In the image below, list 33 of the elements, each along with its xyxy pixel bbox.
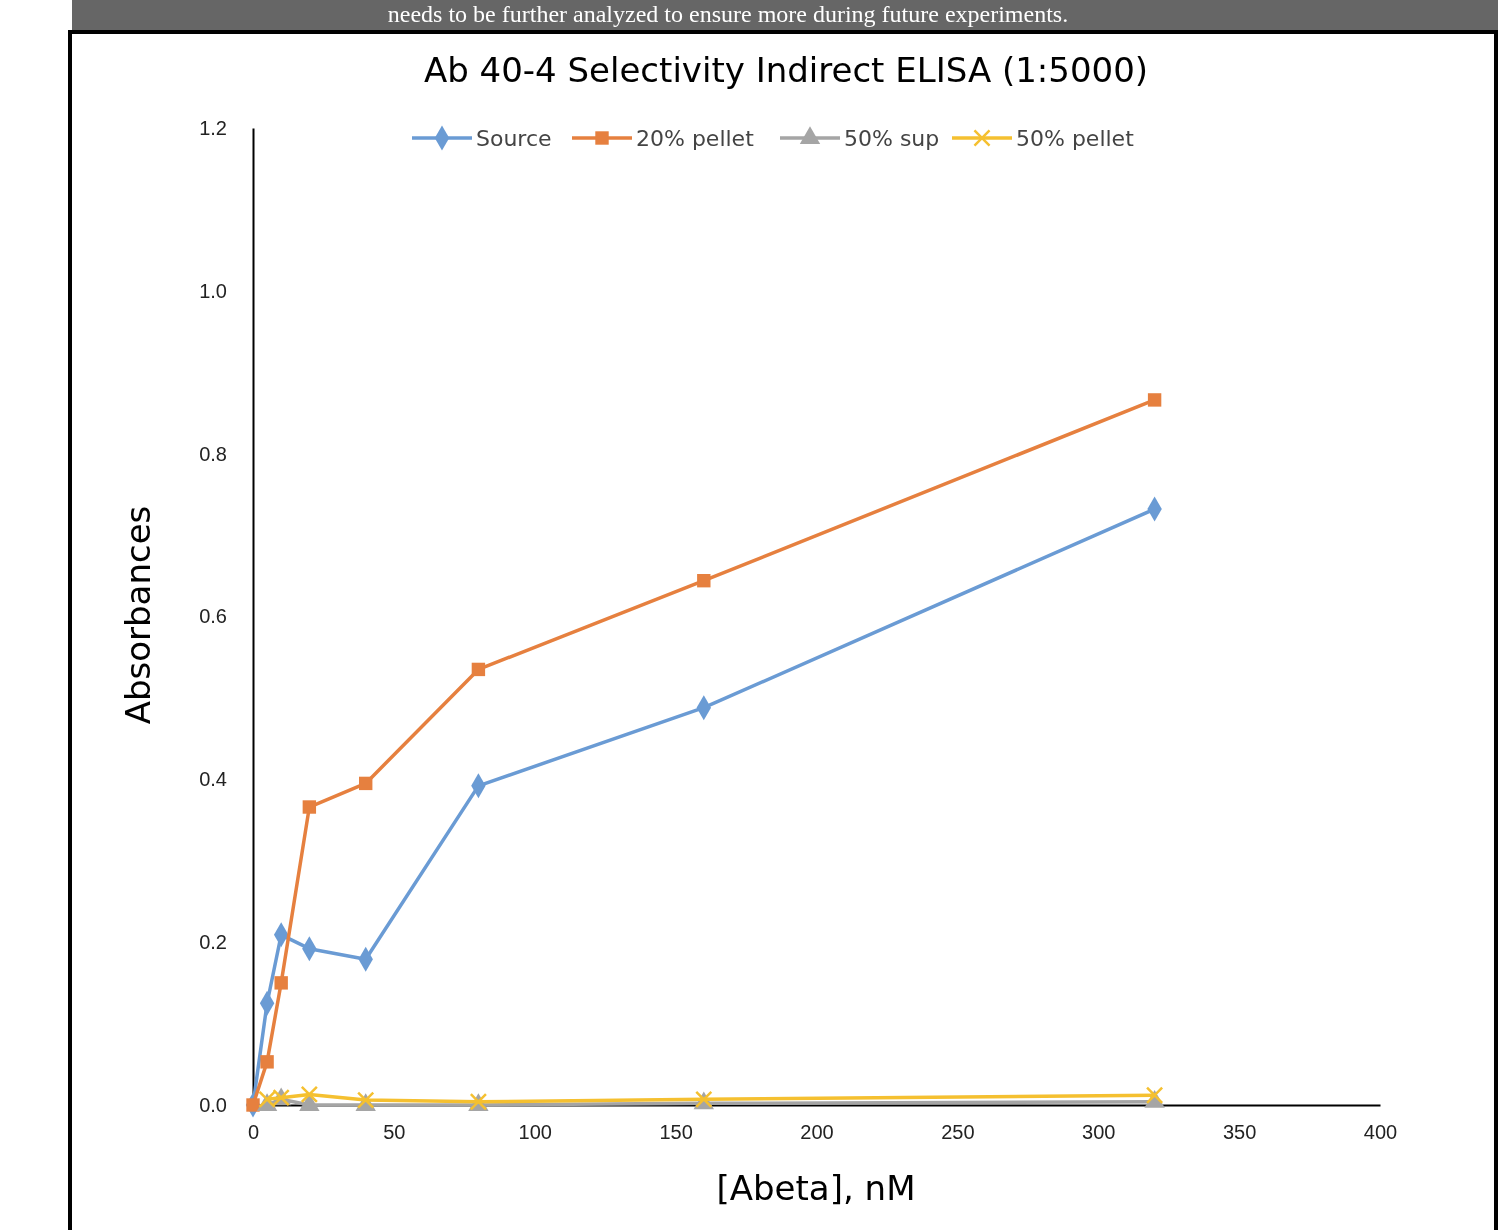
- x-tick-label: 50: [383, 1121, 406, 1144]
- x-tick-label: 300: [1082, 1121, 1116, 1144]
- legend-label: 20% pellet: [636, 126, 755, 151]
- x-tick-label: 100: [518, 1121, 552, 1144]
- legend-label: 50% sup: [844, 126, 940, 151]
- point: [302, 800, 317, 814]
- y-tick-label: 0.8: [199, 442, 227, 465]
- point: [300, 1085, 319, 1104]
- point: [697, 573, 711, 588]
- point: [260, 1055, 274, 1069]
- x-tick-label: 400: [1363, 1121, 1398, 1144]
- x-tick-label: 150: [659, 1121, 693, 1144]
- x-tick-label: 0: [247, 1121, 260, 1144]
- legend-label: 50% pellet: [1016, 126, 1135, 151]
- y-tick-label: 0.6: [199, 605, 227, 628]
- y-tick-label: 1.2: [199, 116, 227, 139]
- y-tick-label: 0.4: [199, 768, 227, 791]
- y-tick-label: 1.0: [199, 279, 227, 302]
- point: [471, 662, 486, 677]
- y-axis-title: Absorbances: [118, 505, 158, 725]
- point: [1147, 393, 1162, 407]
- x-tick-label: 350: [1222, 1121, 1257, 1144]
- chart-title: Ab 40-4 Selectivity Indirect ELISA (1:5000): [423, 50, 1149, 90]
- point: [246, 1098, 260, 1112]
- point: [358, 776, 373, 791]
- point: [274, 976, 288, 990]
- legend-label: Source: [476, 126, 552, 151]
- text: needs to be further analyzed to ensure more during future experiments.: [387, 1, 1069, 27]
- x-axis-title: [Abeta], nM: [716, 1168, 916, 1208]
- x-tick-label: 200: [800, 1121, 834, 1144]
- y-tick-label: 0.2: [199, 931, 227, 954]
- y-tick-label: 0.0: [199, 1093, 227, 1116]
- x-tick-label: 250: [941, 1121, 975, 1144]
